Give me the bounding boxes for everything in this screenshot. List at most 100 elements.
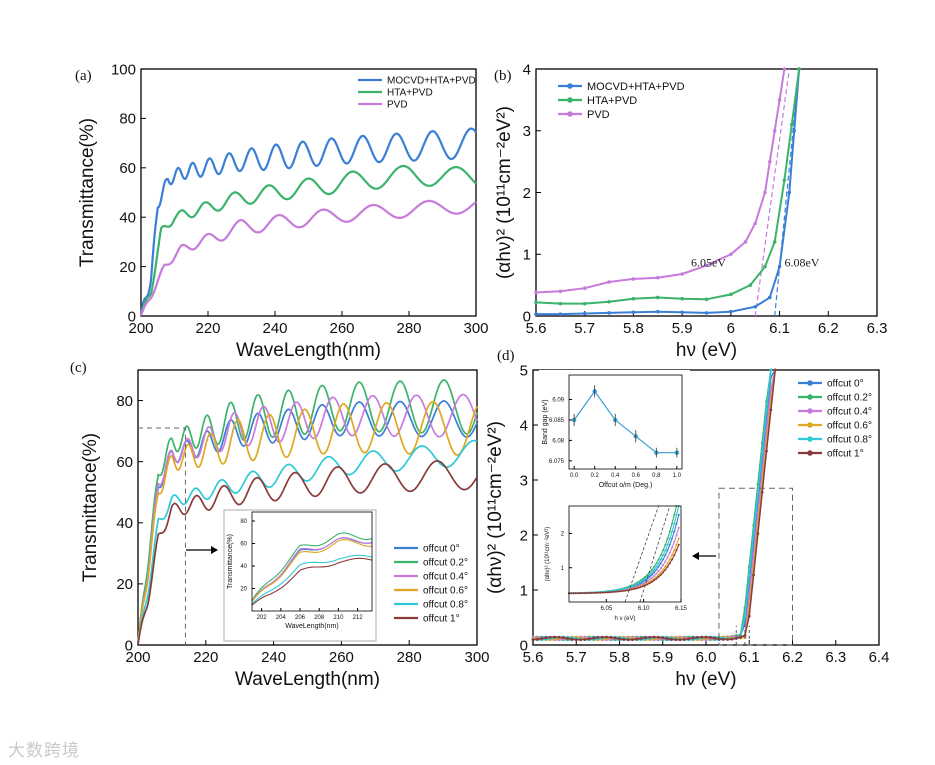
panel-d-inset-bottom-line-offcut 0.8°-point [632,584,635,587]
panel-c-xtick-label: 280 [397,649,422,666]
panel-b-line-PVD-point [743,240,748,244]
panel-d-inset-bottom-xtick-label: 6.10 [638,606,650,612]
panel-d-line-offcut 1°-point [639,637,643,640]
panel-b-line-MOCVD+HTA+PVD [536,68,801,316]
panel-d-inset-bottom-xlabel: h ν (eV) [614,616,635,622]
panel-d-inset-bottom-line-offcut 1°-point [610,591,613,594]
panel-d-inset-bottom-line-offcut 0.4°-point [673,540,676,543]
panel-d-inset-top-frame [568,374,683,470]
panel-d-line-offcut 1°-point [613,636,617,640]
panel-d-inset-bottom-line-offcut 1°-point [581,592,584,595]
panel-d-xtick-label: 5.6 [523,649,544,666]
panel-b-line-MOCVD+HTA+PVD-point [582,311,587,316]
panel-d-inset-bottom-xtick-label: 6.05 [600,606,612,612]
panel-d-inset-bottom-line-offcut 0.8°-point [650,571,653,574]
panel-b-legend-marker [567,111,573,117]
panel-d-inset-top-ytick-label: 6.09 [552,398,564,404]
panel-d-line-offcut 1°-point [752,573,755,577]
panel-d-inset-bottom-line-offcut 1°-point [570,592,573,595]
panel-d-inset-bottom-line-offcut 0.6°-point [655,575,658,578]
panel-d-inset-bottom-ytick-label: 2 [561,532,565,538]
panel-b-annotation: 6.08eV [784,256,819,270]
panel-d-line-offcut 0.8°-point [769,368,773,372]
panel-b-axes: 5.6 5.7 5.8 5.9 6 6.1 6.2 6.3 0 1 2 3 4 hν (eV) (αhν)²… [494,61,887,361]
panel-d-series: offcut 0° offcut 0.2° offcut 0.4° offcut 0.… [531,368,872,646]
panel-d-inset-bottom-line-offcut 0°-point [650,573,653,576]
panel-b-series: 6.05eV 6.08eV MOCVD+HTA+PVD HTA+PVD PVD [534,67,820,317]
panel-d-inset-bottom-line-offcut 0°-point [644,579,647,582]
panel-d-inset-bottom-line-offcut 0.8°-point [655,565,658,568]
panel-d-line-offcut 1°-point [773,368,777,372]
panel-d-arrowhead [692,552,699,560]
panel-b-line-HTA+PVD-point [748,283,753,287]
panel-d-inset-bottom-line-offcut 0.4°-point [659,567,662,570]
panel-a-xtick-label: 260 [329,320,354,337]
panel-d-inset-bottom-line-offcut 0.8°-point [668,537,671,540]
panel-b-line-HTA+PVD-point [782,178,787,182]
panel-d-inset-bottom-xtick-label: 6.15 [675,606,687,612]
panel-d-line-offcut 1°-point [579,638,582,642]
panel-d-line-offcut 1°-point [570,637,574,641]
panel-b-line-MOCVD+HTA+PVD-point [558,312,563,316]
panel-d-inset-bottom-line-offcut 0°-point [662,558,665,561]
panel-b-xtick-label: 6.1 [769,320,790,337]
panel-b-line-PVD-point [729,252,733,257]
panel-d-inset-bottom-line-offcut 0.8°-point [659,558,662,561]
panel-b-fit-line [774,68,800,317]
panel-b-legend-label: HTA+PVD [587,95,637,107]
panel-b-xtick-label: 5.6 [526,320,547,337]
panel-c-series: offcut 0° offcut 0.2° offcut 0.4° offcut 0.… [137,379,478,645]
panel-d-line-offcut 1°-point [600,635,604,639]
panel-d-inset-bottom-line-offcut 1°-point [576,592,579,595]
panel-d-line-offcut 0.8°-point [756,490,760,494]
panel-d-inset-bottom-line-offcut 1°-point [615,590,618,593]
panel-d-line-offcut 1°-point [747,614,751,618]
panel-b-line-HTA+PVD-point [789,122,794,127]
panel-a-frame [140,68,477,317]
panel-d-ytick-label: 0 [520,637,528,654]
panel-b-legend-label: MOCVD+HTA+PVD [587,81,685,93]
panel-c-inset-ytick-label: 20 [240,587,247,593]
panel-d-line-offcut 1°-point [561,636,565,640]
panel-d-inset-bottom-axes: 6.05 6.10 6.15 1 2 h ν (eV) (αhν)² (10¹¹cm⁻²eV… [545,505,687,622]
panel-d-line-offcut 1°-point [717,637,721,641]
panel-b-line-HTA+PVD-point [558,301,563,306]
panel-b-line-MOCVD+HTA+PVD-point [607,311,611,315]
panel-d-inset-bottom-line-offcut 0.8°-point [637,582,640,585]
panel-d-inset-bottom-line-offcut 0.8°-point [639,580,642,583]
panel-d-inset-top-xtick-label: 0.6 [632,473,641,479]
panel-b-line-HTA+PVD-point [763,264,767,269]
panel-d-inset-bottom-line-offcut 1°-point [594,591,597,594]
panel-d-xtick-label: 6.1 [739,649,760,666]
panel-d-inset-top-ytick-label: 6.08 [552,438,564,444]
panel-d-legend-marker [807,450,813,456]
panel-b-ytick-label: 1 [523,247,531,264]
panel-b-line-MOCVD+HTA+PVD-point [534,312,538,316]
panel-d-inset-bottom-line-offcut 0.6°-point [664,565,667,568]
panel-c-inset-bg [223,509,377,642]
panel-d-line-offcut 1°-point [652,635,656,639]
panel-d-xtick-label: 5.7 [566,649,587,666]
panel-d-inset-bottom-line-offcut 1°-point [662,571,665,574]
panel-d-inset-top-xtick-label: 0.2 [591,473,600,479]
panel-d-line-offcut 1°-point [605,635,608,639]
panel-a-xtick-label: 220 [195,320,220,337]
panel-c-arrowhead [211,546,218,554]
panel-b-line-MOCVD+HTA+PVD-point [631,310,636,315]
panel-b-line-PVD-point [768,159,772,164]
panel-d-line-offcut 1°-point [557,635,561,639]
panel-b-line-PVD-point [607,280,611,284]
panel-c-inset-line-offcut 0.8° [251,554,373,605]
panel-d-inset-bottom-ytick-label: 1 [561,566,565,572]
panel-d-line-offcut 1°-point [665,637,669,640]
panel-d-inset-bottom-line-offcut 0.8°-point [619,588,622,591]
panel-d-inset-bottom-line-offcut 1°-point [668,562,671,565]
panel-a-legend-label: HTA+PVD [387,88,433,99]
panel-d-inset-bottom-line-offcut 0.8°-point [617,588,620,591]
panel-b-xtick-label: 6 [727,320,735,337]
panel-d-line-offcut 0.8°-point [743,614,747,618]
panel-d-inset-top-xlabel: Offcut o/m (Deg.) [599,482,653,489]
panel-d-inset-bottom-fit [639,505,671,603]
